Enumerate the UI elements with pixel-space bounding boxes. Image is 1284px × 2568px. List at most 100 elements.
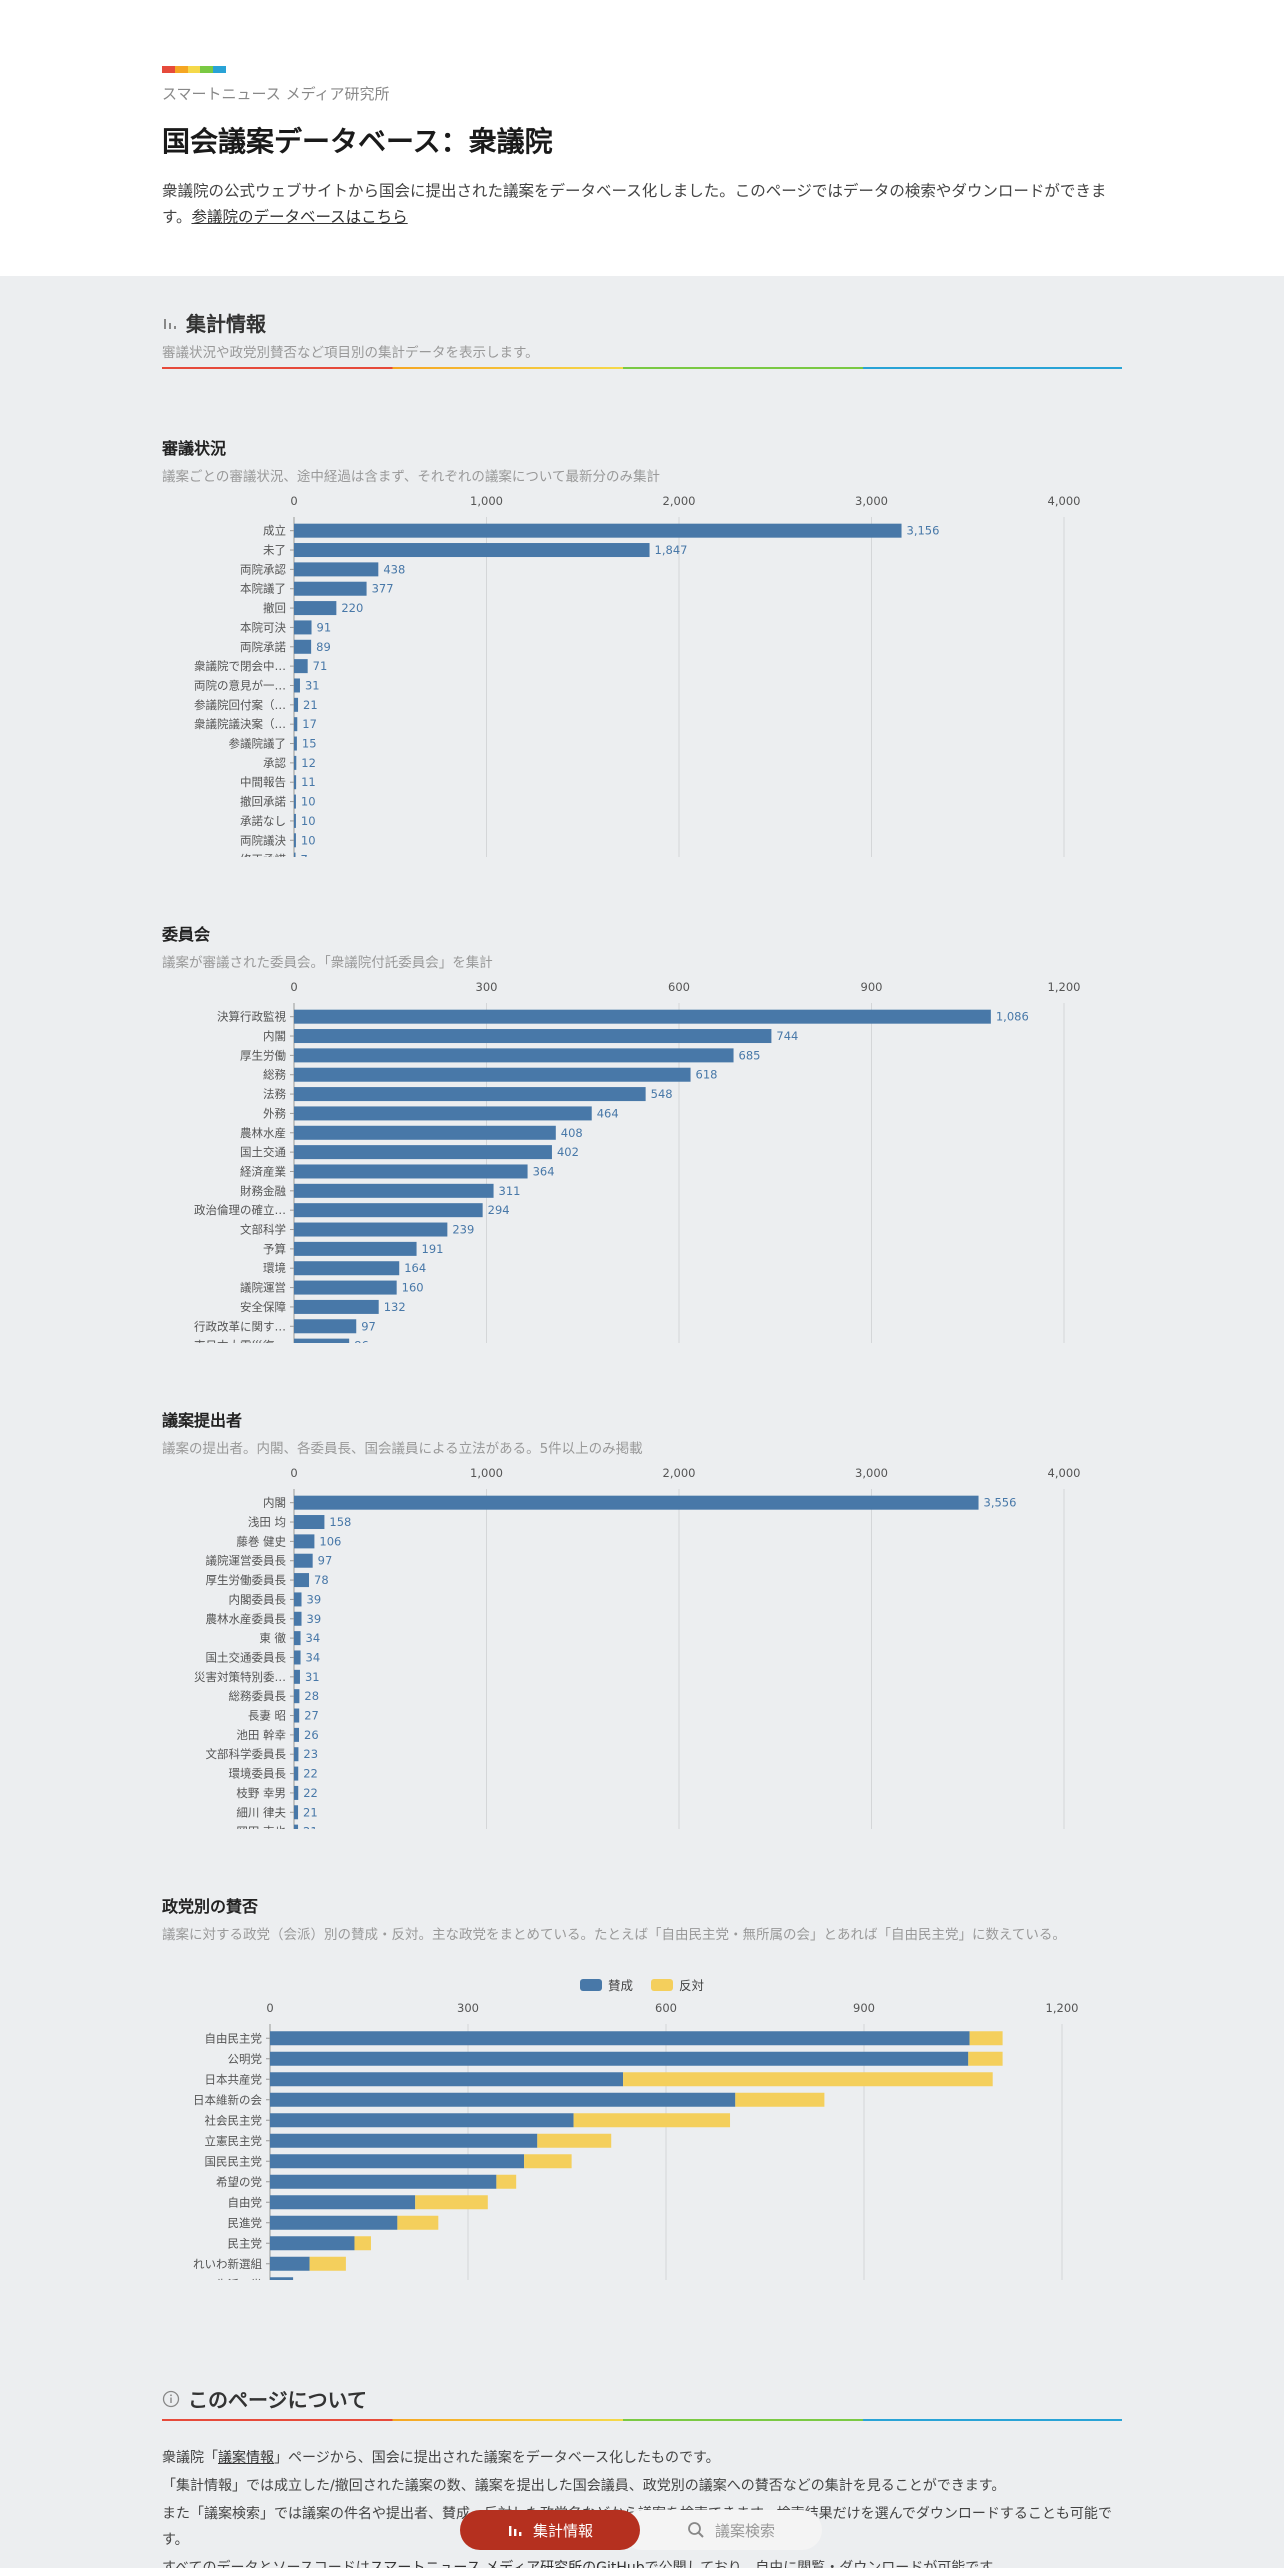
proposer-chart-block: 議案提出者 議案の提出者。内閣、各委員長、国会議員による立法がある。5件以上のみ… [162, 1407, 1122, 1829]
committee-bar-chart: 0 300 600 900 1,200 決算行政監視 1,086 内閣 744 厚生労働 685 総務… [194, 980, 1081, 1343]
summary-section-header: 集計情報 [162, 308, 1122, 337]
bar-segment [270, 2174, 497, 2189]
bar [294, 1747, 299, 1762]
category-label: 日本維新の会 [193, 2093, 262, 2107]
bar [294, 813, 296, 828]
party-stacked-bar-chart: 0 300 600 900 1,200 自由民主党公明党日本共産党日本維新の会社会民主党立… [193, 2001, 1078, 2280]
bar [294, 1009, 991, 1024]
value-label: 438 [383, 562, 405, 576]
bar [294, 1824, 299, 1829]
bar [294, 1048, 734, 1063]
category-label: 自由民主党 [205, 2031, 263, 2045]
value-label: 377 [372, 582, 394, 596]
value-label: 34 [306, 1650, 321, 1664]
category-label: 国民民主党 [205, 2154, 263, 2168]
value-label: 311 [499, 1184, 521, 1198]
category-label: 成立 [263, 524, 286, 538]
category-label: 両院承諾 [240, 640, 286, 654]
bar-segment [309, 2256, 346, 2271]
category-label: 国土交通 [240, 1145, 286, 1159]
value-label: 22 [303, 1786, 318, 1800]
legend-no-label: 反対 [679, 1978, 705, 1993]
bars-group: 決算行政監視 1,086 内閣 744 厚生労働 685 総務 618 法務 548 外務 464 農林… [194, 1009, 1029, 1343]
bar-segment [969, 2031, 1003, 2046]
category-label: 岡田 克也 [236, 1825, 286, 1829]
search-icon [688, 2522, 704, 2538]
bar-segment [968, 2051, 1003, 2066]
category-label: 参議院議了 [229, 737, 287, 751]
category-label: 安全保障 [240, 1300, 286, 1314]
committee-chart-title: 委員会 [162, 925, 211, 944]
value-label: 97 [318, 1554, 333, 1568]
party-chart-legend: 賛成 反対 [162, 1975, 1122, 1994]
category-label: 参議院回付案（… [194, 698, 286, 712]
tick-label: 0 [290, 1466, 297, 1480]
bar-segment [735, 2092, 825, 2107]
bar [294, 523, 902, 538]
legend-yes[interactable]: 賛成 [579, 1975, 633, 1994]
bar [294, 1222, 448, 1237]
bar [294, 852, 296, 857]
bar [294, 562, 379, 577]
bar [294, 1495, 979, 1510]
value-label: 10 [301, 795, 316, 809]
category-label: 衆議院議決案（… [194, 717, 286, 731]
category-label: 文部科学委員長 [206, 1747, 287, 1761]
about-section-header: このページについて [162, 2384, 1122, 2413]
value-label: 10 [301, 833, 316, 847]
section-divider [162, 367, 1122, 369]
nav-summary-label: 集計情報 [532, 2521, 593, 2540]
category-label: 社会民主党 [205, 2113, 263, 2127]
category-label: 東 徹 [259, 1631, 286, 1645]
bar [294, 717, 298, 732]
status-bar-chart: 0 1,000 2,000 3,000 4,000 成立 3,156 未了 1,847 両院承認 4… [194, 494, 1080, 857]
tick-label: 0 [290, 494, 297, 508]
category-label: 本院議了 [240, 582, 286, 596]
bar [294, 1650, 301, 1665]
committee-chart-block: 委員会 議案が審議された委員会。「衆議院付託委員会」を集計 0 300 600 900… [162, 921, 1122, 1343]
value-label: 1,086 [996, 1010, 1029, 1024]
nav-search-label: 議案検索 [714, 2521, 775, 2540]
category-label: 内閣委員長 [229, 1592, 287, 1606]
bar-segment [270, 2277, 294, 2280]
sangiin-link[interactable]: 参議院のデータベースはこちら [191, 208, 408, 226]
bar [294, 1534, 315, 1549]
category-label: 本院可決 [240, 620, 286, 634]
category-label: 枝野 幸男 [236, 1786, 286, 1800]
bar-segment [496, 2174, 517, 2189]
value-label: 12 [301, 756, 316, 770]
proposer-bar-chart: 0 1,000 2,000 3,000 4,000 内閣 3,556 浅田 均 158 藤巻 健史… [194, 1466, 1080, 1829]
category-label: 両院議決 [240, 833, 286, 847]
status-chart-title: 審議状況 [162, 439, 227, 458]
bar [294, 1766, 299, 1781]
summary-subtitle: 審議状況や政党別賛否など項目別の集計データを表示します。 [162, 345, 539, 361]
github-link[interactable]: スマートニュース メディア研究所のGitHub [369, 2560, 645, 2568]
value-label: 27 [304, 1709, 319, 1723]
tick-label: 1,200 [1048, 980, 1081, 994]
bar-chart-icon [164, 318, 176, 329]
bottom-nav: 集計情報 議案検索 [460, 2510, 822, 2550]
value-label: 34 [306, 1631, 321, 1645]
nav-search-button[interactable]: 議案検索 [622, 2510, 822, 2550]
bar-segment [270, 2236, 355, 2251]
nav-summary-button[interactable]: 集計情報 [460, 2510, 640, 2550]
category-label: 財務金融 [240, 1184, 286, 1198]
value-label: 464 [597, 1106, 619, 1120]
category-label: 文部科学 [240, 1223, 286, 1237]
legend-no[interactable]: 反対 [651, 1975, 704, 1994]
bar [294, 581, 367, 596]
category-label: 長妻 昭 [248, 1709, 286, 1723]
bar [294, 1727, 300, 1742]
bar [294, 1087, 646, 1102]
tick-label: 2,000 [663, 1466, 696, 1480]
value-label: 160 [402, 1281, 424, 1295]
value-label: 10 [301, 814, 316, 828]
bar [294, 833, 296, 848]
category-label: 農林水産委員長 [206, 1612, 287, 1626]
bill-info-link[interactable]: 議案情報 [218, 2450, 274, 2466]
info-icon [162, 2390, 180, 2407]
bar [294, 1708, 300, 1723]
value-label: 220 [341, 601, 363, 615]
bar [294, 1338, 350, 1343]
bar-segment [270, 2195, 416, 2210]
